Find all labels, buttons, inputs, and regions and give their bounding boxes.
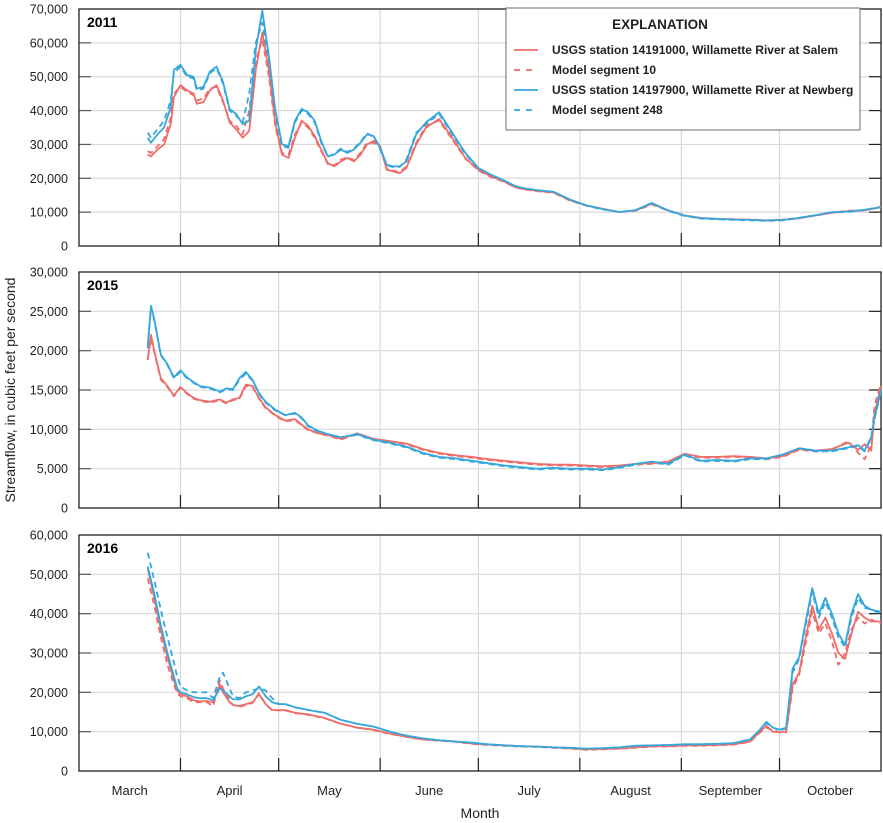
ytick-label: 50,000 [30,568,68,582]
panel-title: 2016 [87,540,118,556]
legend-entry-label: USGS station 14197900, Willamette River … [552,83,853,97]
series-line-segment_10 [146,578,882,751]
month-label-august: August [610,783,651,798]
ytick-label: 0 [61,765,68,779]
panel-2016: 0 10,000 20,000 30,000 40,000 50,000 60,000 201… [30,529,882,779]
ytick-label: 40,000 [30,104,68,118]
ytick-label: 25,000 [30,305,68,319]
month-label-may: May [317,783,342,798]
ytick-label: 10,000 [30,423,68,437]
legend-entry-label: USGS station 14191000, Willamette River … [552,43,838,57]
ytick-label: 5,000 [37,462,68,476]
series-line-salem_obs [146,568,881,751]
ytick-label: 10,000 [30,725,68,739]
series-line-newberg_obs [146,9,882,222]
series-line-segment_10 [146,337,882,469]
ytick-label: 70,000 [30,3,68,17]
ytick-label: 0 [61,240,68,254]
ytick-label: 10,000 [30,206,68,220]
legend-title: EXPLANATION [612,17,708,32]
month-label-september: September [699,783,763,798]
series-line-newberg_obs [146,566,882,750]
panel-2015: 0 5,000 10,000 15,000 20,000 25,000 30,000 2015 [30,266,882,516]
ytick-label: 30,000 [30,266,68,280]
month-label-july: July [518,783,542,798]
ytick-label: 30,000 [30,138,68,152]
legend-entry-label: Model segment 248 [552,103,663,117]
ytick-label: 60,000 [30,529,68,543]
plot-frame [78,8,882,247]
month-label-march: March [112,783,148,798]
y-axis-title: Streamflow, in cubic feet per second [2,278,18,503]
x-axis-title: Month [461,805,500,821]
series-line-newberg_obs [146,304,882,471]
ytick-label: 40,000 [30,607,68,621]
series-line-segment_248 [146,552,882,750]
ytick-label: 20,000 [30,686,68,700]
ytick-label: 20,000 [30,172,68,186]
legend-box [505,7,861,131]
month-label-june: June [415,783,443,798]
ytick-label: 20,000 [30,344,68,358]
plot-frame [78,534,882,772]
panel-title: 2015 [87,277,118,293]
ytick-label: 15,000 [30,384,68,398]
legend-entry-label: Model segment 10 [552,63,656,77]
month-label-october: October [807,783,854,798]
ytick-label: 60,000 [30,36,68,50]
ytick-label: 30,000 [30,647,68,661]
ytick-label: 0 [61,502,68,516]
series-line-salem_obs [146,333,882,468]
legend: EXPLANATION USGS station 14191000, Willa… [505,7,861,131]
ytick-label: 50,000 [30,70,68,84]
month-label-april: April [217,783,243,798]
panel-title: 2011 [87,14,118,30]
